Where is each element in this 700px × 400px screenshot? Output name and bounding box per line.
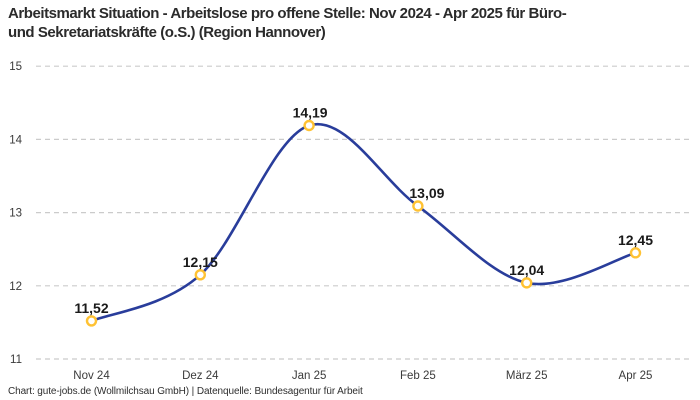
data-point-label: 12,04: [509, 262, 544, 278]
chart-title-line-1: Arbeitsmarkt Situation - Arbeitslose pro…: [8, 5, 567, 22]
chart-title-line-2: und Sekretariatskräfte (o.S.) (Region Ha…: [8, 23, 326, 41]
x-axis-tick-label: Nov 24: [73, 370, 110, 382]
data-point-marker: [194, 269, 207, 281]
y-axis-tick-label: 11: [10, 354, 22, 366]
data-point-label: 12,45: [618, 232, 653, 248]
y-axis-tick-label: 15: [9, 61, 22, 73]
x-axis-tick-label: Jan 25: [292, 370, 327, 382]
y-axis-tick-label: 14: [9, 134, 22, 146]
x-axis-tick-label: März 25: [506, 370, 548, 382]
attribution-text: Chart: gute-jobs.de (Wollmilchsau GmbH) …: [8, 386, 363, 397]
data-point-label: 11,52: [74, 300, 108, 316]
data-point-label: 12,15: [183, 254, 218, 270]
x-axis-tick-label: Feb 25: [400, 370, 436, 382]
y-axis-tick-label: 13: [9, 208, 22, 220]
data-point-marker: [521, 277, 533, 289]
data-point-marker: [412, 200, 424, 212]
y-axis-tick-label: 12: [9, 281, 22, 293]
data-point-marker: [303, 119, 315, 132]
data-point-marker: [85, 315, 98, 327]
data-point-label: 13,09: [409, 185, 444, 201]
data-point-label: 14,19: [293, 104, 328, 120]
x-axis-tick-label: Dez 24: [182, 370, 219, 382]
x-axis-tick-label: Apr 25: [619, 370, 653, 382]
chart-title: Arbeitsmarkt Situation - Arbeitslose pro…: [8, 5, 694, 42]
trend-line: [90, 122, 637, 323]
data-point-marker: [629, 247, 642, 259]
